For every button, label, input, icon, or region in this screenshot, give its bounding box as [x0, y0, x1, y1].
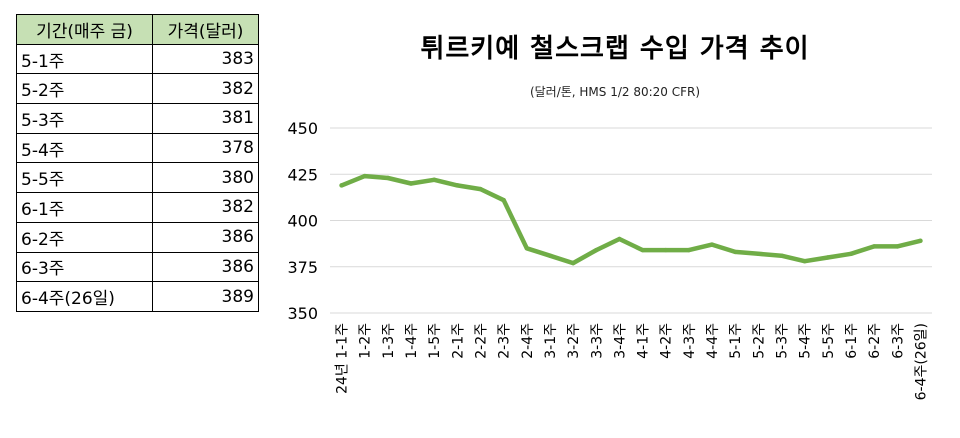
table-row: 5-4주 378	[16, 132, 259, 164]
data-point	[686, 247, 692, 253]
x-tick-label: 3-1주	[543, 323, 559, 359]
table-row: 6-1주 382	[16, 192, 259, 223]
x-tick-label: 2-2주	[474, 323, 490, 359]
data-point	[385, 175, 391, 181]
data-point	[802, 259, 807, 264]
price-series-line	[339, 173, 923, 266]
price-cell: 382	[152, 192, 259, 223]
header-period: 기간(매주 금)	[16, 14, 153, 45]
data-point	[871, 244, 877, 249]
period-cell: 6-1주	[16, 192, 153, 223]
price-cell: 381	[152, 103, 259, 134]
y-tick-label: 350	[287, 304, 318, 323]
y-tick-label: 400	[287, 212, 318, 231]
period-cell: 5-4주	[16, 132, 153, 164]
data-point	[594, 247, 599, 253]
x-tick-label: 4-3주	[682, 323, 698, 359]
x-tick-label: 5-3주	[775, 323, 791, 359]
data-point	[455, 183, 460, 188]
data-point	[570, 260, 576, 266]
data-point	[524, 246, 530, 251]
price-cell: 389	[152, 281, 259, 312]
data-point	[756, 251, 761, 256]
x-tick-label: 1-5주	[427, 323, 443, 359]
data-point	[779, 253, 784, 258]
table-row: 6-4주(26일) 389	[16, 281, 259, 312]
data-point	[339, 183, 344, 188]
data-point	[825, 255, 831, 260]
data-point	[478, 186, 483, 192]
data-point	[732, 249, 738, 255]
data-point	[501, 197, 506, 203]
x-tick-label: 2-1주	[450, 323, 466, 359]
price-cell: 383	[152, 43, 259, 75]
data-point	[709, 242, 715, 247]
table-header-row: 기간(매주 금) 가격(달러)	[16, 14, 259, 45]
x-tick-label: 3-4주	[612, 323, 628, 359]
chart-title: 튀르키예 철스크랩 수입 가격 추이	[420, 34, 810, 64]
x-tick-label: 2-3주	[497, 323, 513, 359]
y-tick-label: 425	[287, 165, 318, 184]
x-tick-label: 24년 1-1주	[335, 323, 351, 394]
data-point	[640, 247, 645, 253]
data-point	[663, 247, 668, 253]
y-tick-label: 375	[287, 258, 318, 277]
x-tick-label: 5-2주	[751, 323, 767, 359]
x-tick-label: 3-3주	[589, 323, 605, 359]
x-tick-label: 4-2주	[659, 323, 675, 359]
data-point	[918, 238, 923, 244]
table-row: 5-3주 381	[16, 103, 259, 134]
x-tick-label: 6-2주	[867, 323, 883, 359]
header-price: 가격(달러)	[152, 14, 259, 45]
x-tick-label: 3-2주	[566, 323, 582, 359]
x-tick-label: 1-2주	[358, 323, 374, 359]
table-row: 5-2주 382	[16, 73, 259, 105]
period-cell: 5-5주	[16, 162, 153, 194]
period-cell: 6-4주(26일)	[16, 281, 153, 312]
table-row: 5-1주 383	[16, 43, 259, 75]
x-tick-label: 1-4주	[404, 323, 420, 359]
x-tick-label: 6-3주	[890, 323, 906, 359]
x-tick-label: 6-1주	[844, 323, 860, 359]
table-body: 5-1주 383 5-2주 382 5-3주 381 5-4주 378 5-5주 380 6-1주 3…	[16, 43, 259, 312]
price-cell: 382	[152, 73, 259, 105]
period-cell: 5-1주	[16, 43, 153, 75]
y-tick-label: 450	[287, 119, 318, 138]
data-point	[848, 251, 854, 256]
x-tick-label: 6-4주(26일)	[913, 323, 929, 400]
period-cell: 6-2주	[16, 221, 153, 253]
x-tick-label: 4-4주	[705, 323, 721, 359]
data-point	[362, 173, 367, 179]
table-row: 5-5주 380	[16, 162, 259, 194]
data-point	[547, 253, 553, 258]
price-cell: 386	[152, 221, 259, 253]
period-cell: 5-3주	[16, 103, 153, 134]
price-cell: 378	[152, 132, 259, 164]
x-tick-label: 2-4주	[520, 323, 536, 359]
data-point	[408, 181, 414, 186]
x-tick-label: 1-3주	[381, 323, 397, 359]
price-cell: 380	[152, 162, 259, 194]
x-tick-label: 5-4주	[798, 323, 814, 359]
table-row: 6-2주 386	[16, 221, 259, 253]
data-point	[431, 177, 437, 182]
x-tick-label: 5-5주	[821, 323, 837, 359]
x-tick-label: 4-1주	[636, 323, 652, 359]
data-point	[895, 244, 900, 249]
chart-subtitle: (달러/톤, HMS 1/2 80:20 CFR)	[529, 85, 701, 99]
price-table: 기간(매주 금) 가격(달러) 5-1주 383 5-2주 382 5-3주 381 5-4…	[16, 14, 259, 312]
data-point	[617, 236, 622, 242]
x-tick-label: 5-1주	[728, 323, 744, 359]
